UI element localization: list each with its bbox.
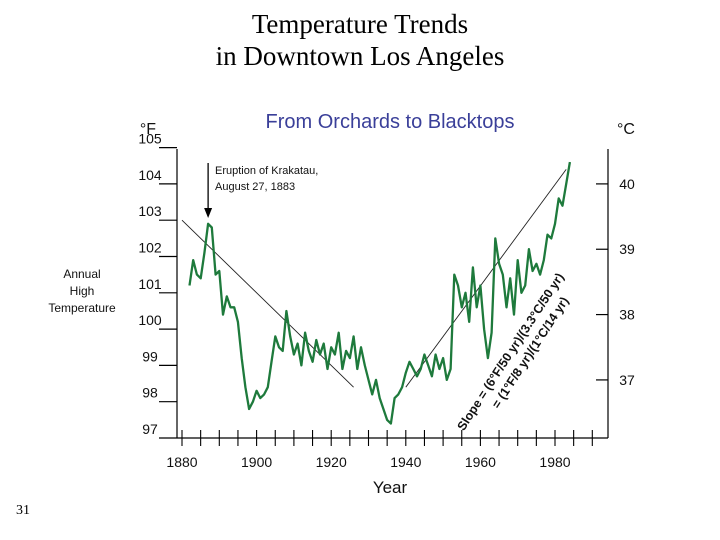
y-left-tick-label: 101 <box>138 276 162 292</box>
right-axis-unit: °C <box>617 121 635 138</box>
annotation-arrow <box>204 163 213 218</box>
y-axis-label-line-2: High <box>70 284 95 298</box>
x-tick-label: 1920 <box>316 454 347 470</box>
slope-annotation: Slope = (6°F/50 yr)/(3.3°C/50 yr) = (1°F… <box>454 271 571 434</box>
y-axis-label-line-1: Annual <box>63 267 100 281</box>
y-right-tick-label: 40 <box>619 176 635 192</box>
y-left-tick-label: 100 <box>138 312 162 328</box>
y-axis-label-line-3: Temperature <box>48 301 116 315</box>
series <box>188 161 572 425</box>
y-left-tick-label: 105 <box>138 131 162 147</box>
slide-title-line-2: in Downtown Los Angeles <box>215 41 505 71</box>
slide-title-line-1: Temperature Trends <box>251 9 469 39</box>
x-tick-label: 1940 <box>390 454 421 470</box>
temperature-series-line <box>188 161 572 425</box>
y-left-tick-label: 99 <box>142 348 158 364</box>
trend-line <box>405 169 567 388</box>
x-tick-label: 1880 <box>166 454 197 470</box>
y-left-tick-label: 102 <box>138 240 162 256</box>
left-axis-unit: °F <box>140 121 156 138</box>
y-left-tick-label: 104 <box>138 167 162 183</box>
slide-title: Temperature Trends in Downtown Los Angel… <box>0 8 720 72</box>
annotation-line-2: August 27, 1883 <box>215 181 295 193</box>
y-right-tick-label: 37 <box>619 372 635 388</box>
x-tick-label: 1980 <box>539 454 570 470</box>
x-tick-label: 1900 <box>241 454 272 470</box>
chart-title: From Orchards to Blacktops <box>266 111 515 133</box>
annotation-arrow-head <box>204 208 213 218</box>
annotation-line-1: Eruption of Krakatau, <box>215 165 318 177</box>
x-axis-label: Year <box>373 478 408 497</box>
y-right-tick-label: 39 <box>619 241 635 257</box>
page-number: 31 <box>16 503 30 518</box>
y-left-tick-label: 98 <box>142 385 158 401</box>
axis-ticks: 97 98 99 100 101 102 103 104 105 37 38 39 40 1880 1900… <box>138 131 635 470</box>
y-left-tick-label: 103 <box>138 203 162 219</box>
y-right-tick-label: 38 <box>619 307 635 323</box>
y-left-tick-label: 97 <box>142 421 158 437</box>
x-tick-label: 1960 <box>465 454 496 470</box>
